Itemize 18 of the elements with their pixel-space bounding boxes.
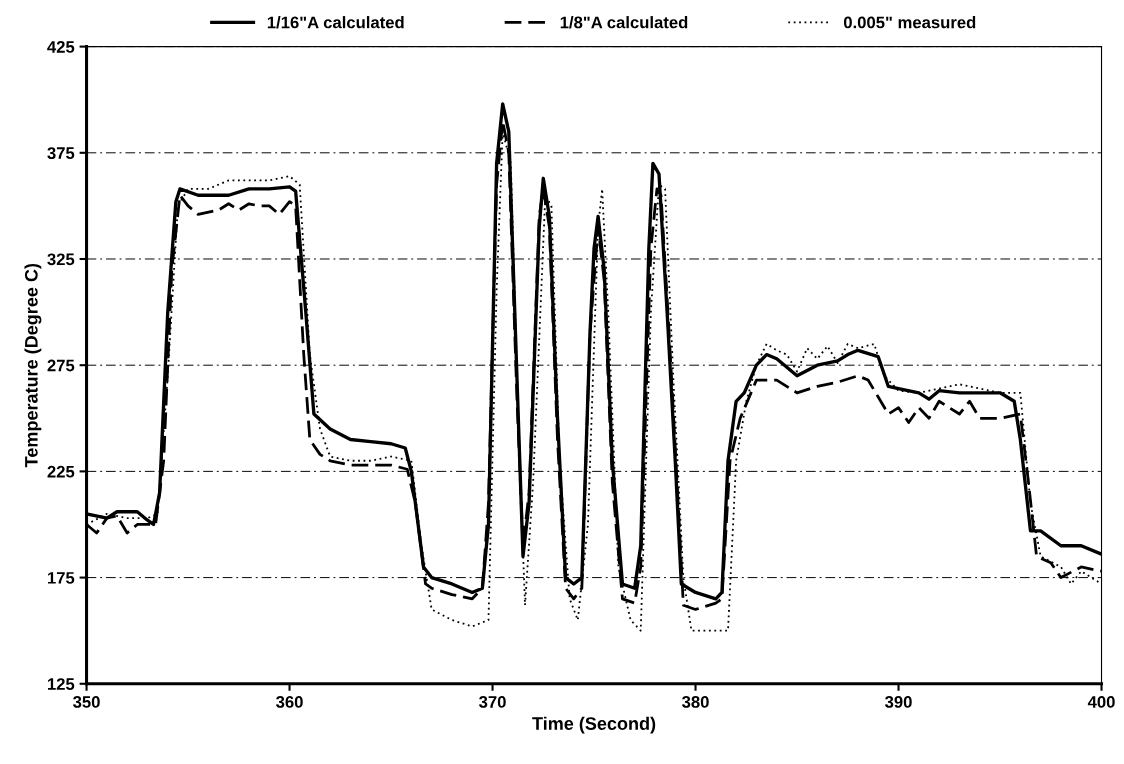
legend-label: 0.005" measured — [843, 16, 976, 29]
x-tick-label: 370 — [479, 696, 506, 708]
y-tick-label: 325 — [47, 253, 75, 266]
legend-label: 1/8"A calculated — [560, 16, 688, 29]
x-tick-label: 360 — [276, 696, 303, 708]
x-tick-label: 400 — [1087, 696, 1115, 708]
y-tick-label: 375 — [47, 147, 75, 160]
y-tick-label: 175 — [47, 572, 75, 584]
legend-label: 1/16"A calculated — [267, 16, 404, 29]
y-tick-label: 275 — [47, 359, 75, 372]
y-tick-label: 225 — [47, 465, 75, 478]
x-axis-title: Time (Second) — [532, 716, 656, 734]
y-axis-title: Temperature (Degree C) — [24, 263, 42, 468]
x-tick-label: 380 — [682, 696, 709, 708]
y-tick-label: 125 — [47, 678, 75, 690]
y-tick-label: 425 — [47, 41, 75, 53]
x-tick-label: 390 — [885, 696, 912, 708]
x-tick-label: 350 — [73, 696, 100, 708]
